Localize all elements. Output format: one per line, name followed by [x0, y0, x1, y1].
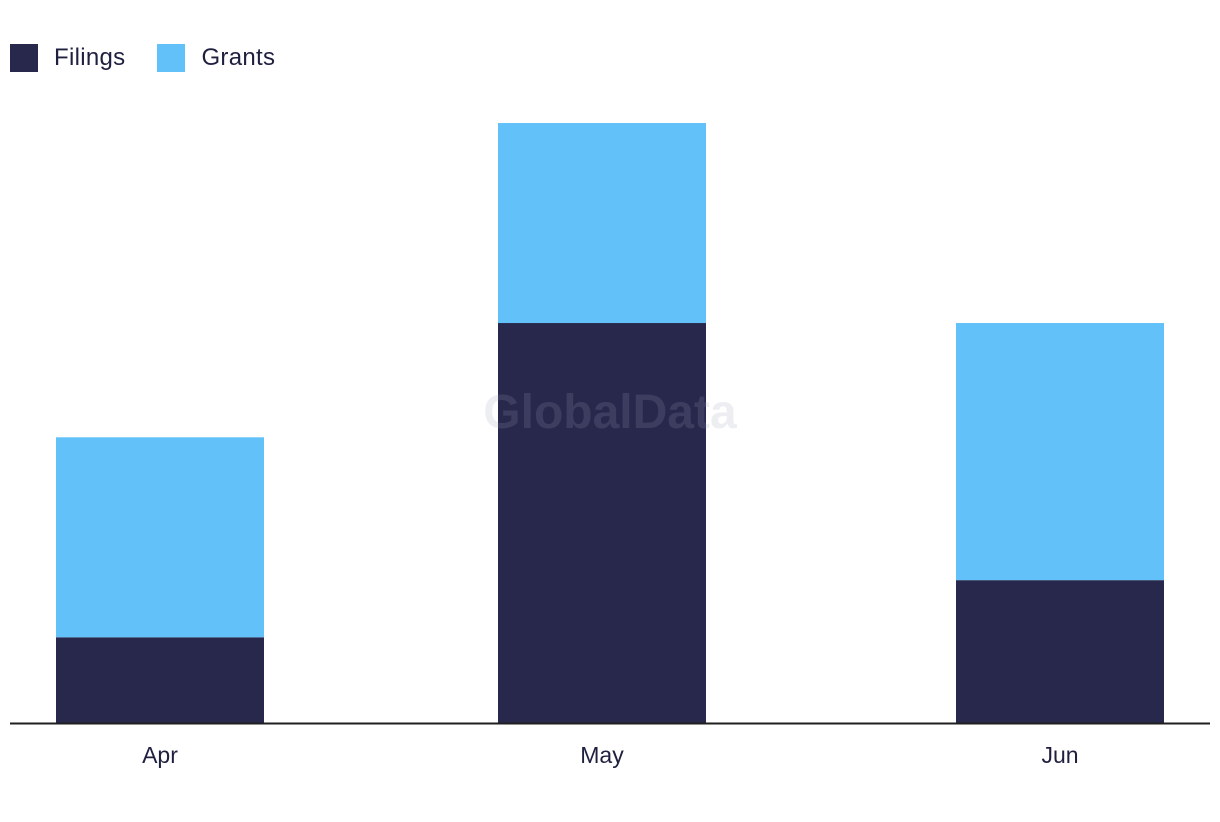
bar-filings-may[interactable] — [498, 323, 706, 723]
legend-item-grants[interactable]: Grants — [157, 44, 275, 72]
bar-filings-apr[interactable] — [56, 637, 264, 723]
bar-filings-jun[interactable] — [956, 580, 1164, 723]
legend-item-filings[interactable]: Filings — [10, 44, 125, 72]
bars-group — [56, 123, 1164, 723]
legend-label-grants: Grants — [201, 44, 276, 71]
bar-grants-may[interactable] — [498, 123, 706, 324]
bar-grants-jun[interactable] — [956, 323, 1164, 581]
bar-grants-apr[interactable] — [56, 437, 264, 638]
x-tick-label-jun: Jun — [1041, 742, 1078, 768]
x-tick-label-apr: Apr — [142, 742, 178, 768]
legend-label-filings: Filings — [54, 44, 126, 71]
x-tick-labels: Apr May Jun — [142, 742, 1078, 768]
watermark-text: GlobalData — [483, 386, 737, 439]
legend-swatch-grants — [157, 44, 186, 72]
x-tick-label-may: May — [580, 742, 624, 768]
chart-legend: Filings Grants — [10, 44, 307, 72]
legend-swatch-filings — [10, 44, 38, 72]
